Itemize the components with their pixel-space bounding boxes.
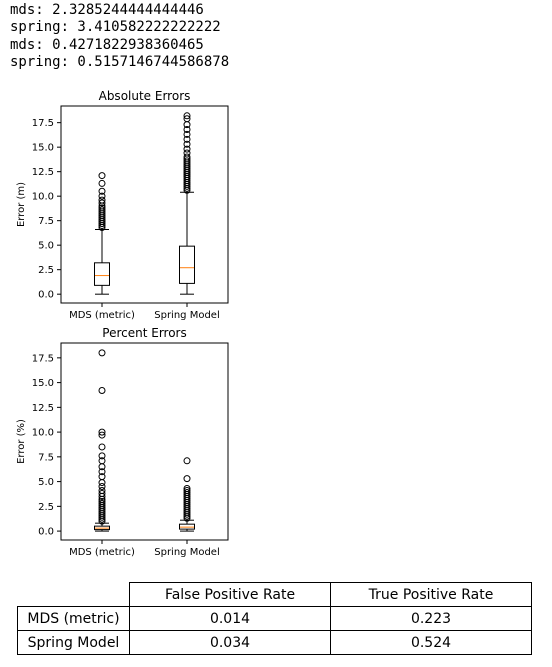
boxplot-charts: Absolute Errors 0.0 2.5 5.0 7.5 10.0 12.5 15.0 1… <box>16 89 229 558</box>
x-tick-label: MDS (metric) <box>69 547 135 558</box>
y-tick-label: 2.5 <box>38 265 54 276</box>
outlier-point <box>183 130 191 138</box>
table-row-header: Spring Model <box>17 630 130 655</box>
outlier-point <box>98 172 106 180</box>
y-tick-label: 2.5 <box>38 502 54 513</box>
y-tick-label: 10.0 <box>32 192 54 203</box>
console-line: spring: 3.410582222222222 <box>10 19 221 36</box>
outlier-point <box>98 187 106 195</box>
outlier-point <box>98 349 106 357</box>
table-col-header: True Positive Rate <box>330 582 532 607</box>
y-tick-label: 17.5 <box>32 353 54 364</box>
outlier-point <box>183 475 191 483</box>
console-line: spring: 0.5157146744586878 <box>10 54 230 71</box>
results-table: False Positive Rate True Positive Rate M… <box>17 582 532 655</box>
console-output: mds: 2.3285244444444446 spring: 3.410582… <box>10 2 229 72</box>
y-tick-label: 5.0 <box>38 241 54 252</box>
boxplot-chart: Absolute Errors 0.0 2.5 5.0 7.5 10.0 12.5 15.0 1… <box>16 89 229 321</box>
plot-frame <box>60 105 229 304</box>
y-tick-label: 15.0 <box>32 378 54 389</box>
y-tick-label: 0.0 <box>38 290 54 301</box>
y-tick-label: 5.0 <box>38 477 54 488</box>
table-cell: 0.014 <box>129 606 331 631</box>
box-iqr <box>94 262 110 286</box>
outlier-point <box>183 487 191 495</box>
outlier-point <box>98 487 106 495</box>
outlier-point <box>98 387 106 395</box>
outlier-point <box>98 479 106 487</box>
outlier-point <box>183 115 191 123</box>
outlier-point <box>98 206 106 214</box>
outlier-point <box>98 483 106 491</box>
chart-title: Percent Errors <box>102 326 186 340</box>
outlier-point <box>98 497 106 505</box>
outlier-point <box>98 204 106 212</box>
boxplot-chart: Percent Errors 0.0 2.5 5.0 7.5 10.0 12.5 15.0 17… <box>16 326 229 558</box>
box-iqr <box>94 525 110 531</box>
outlier-point <box>98 473 106 481</box>
outlier-point <box>183 485 191 493</box>
x-tick-label: MDS (metric) <box>69 310 135 321</box>
outlier-point <box>98 499 106 507</box>
outlier-point <box>98 468 106 476</box>
outlier-point <box>183 126 191 134</box>
box-iqr <box>179 523 195 530</box>
y-axis-label: Error (%) <box>16 419 27 464</box>
y-tick-label: 10.0 <box>32 428 54 439</box>
y-tick-label: 12.5 <box>32 167 54 178</box>
outlier-point <box>183 135 191 143</box>
table-row-header: MDS (metric) <box>17 606 130 631</box>
table-col-header: False Positive Rate <box>129 582 331 607</box>
outlier-point <box>98 443 106 451</box>
table-cell: 0.524 <box>330 630 532 655</box>
y-tick-label: 0.0 <box>38 527 54 538</box>
outlier-point <box>183 457 191 465</box>
y-tick-label: 7.5 <box>38 216 54 227</box>
table-cell: 0.223 <box>330 606 532 631</box>
table-corner-cell <box>18 583 130 607</box>
outlier-point <box>183 140 191 148</box>
y-axis-label: Error (m) <box>16 182 27 227</box>
outlier-point <box>183 157 191 165</box>
chart-title: Absolute Errors <box>99 89 191 103</box>
outlier-point <box>183 149 191 157</box>
outlier-point <box>98 452 106 460</box>
y-tick-label: 7.5 <box>38 452 54 463</box>
console-line: mds: 0.4271822938360465 <box>10 36 204 53</box>
outlier-point <box>98 199 106 207</box>
outlier-point <box>98 179 106 187</box>
outlier-point <box>98 192 106 200</box>
y-tick-label: 17.5 <box>32 118 54 129</box>
outlier-point <box>183 112 191 120</box>
x-tick-label: Spring Model <box>154 310 219 321</box>
console-line: mds: 2.3285244444444446 <box>10 2 204 18</box>
outlier-point <box>98 428 106 436</box>
y-tick-label: 12.5 <box>32 403 54 414</box>
outlier-point <box>98 457 106 465</box>
outlier-point <box>98 196 106 204</box>
outlier-point <box>183 145 191 153</box>
outlier-point <box>183 488 191 496</box>
outlier-point <box>98 431 106 439</box>
outlier-point <box>98 489 106 497</box>
x-tick-label: Spring Model <box>154 547 219 558</box>
table-cell: 0.034 <box>129 630 331 655</box>
y-tick-label: 15.0 <box>32 143 54 154</box>
plot-frame <box>60 342 229 541</box>
outlier-point <box>183 153 191 161</box>
box-iqr <box>179 245 195 284</box>
